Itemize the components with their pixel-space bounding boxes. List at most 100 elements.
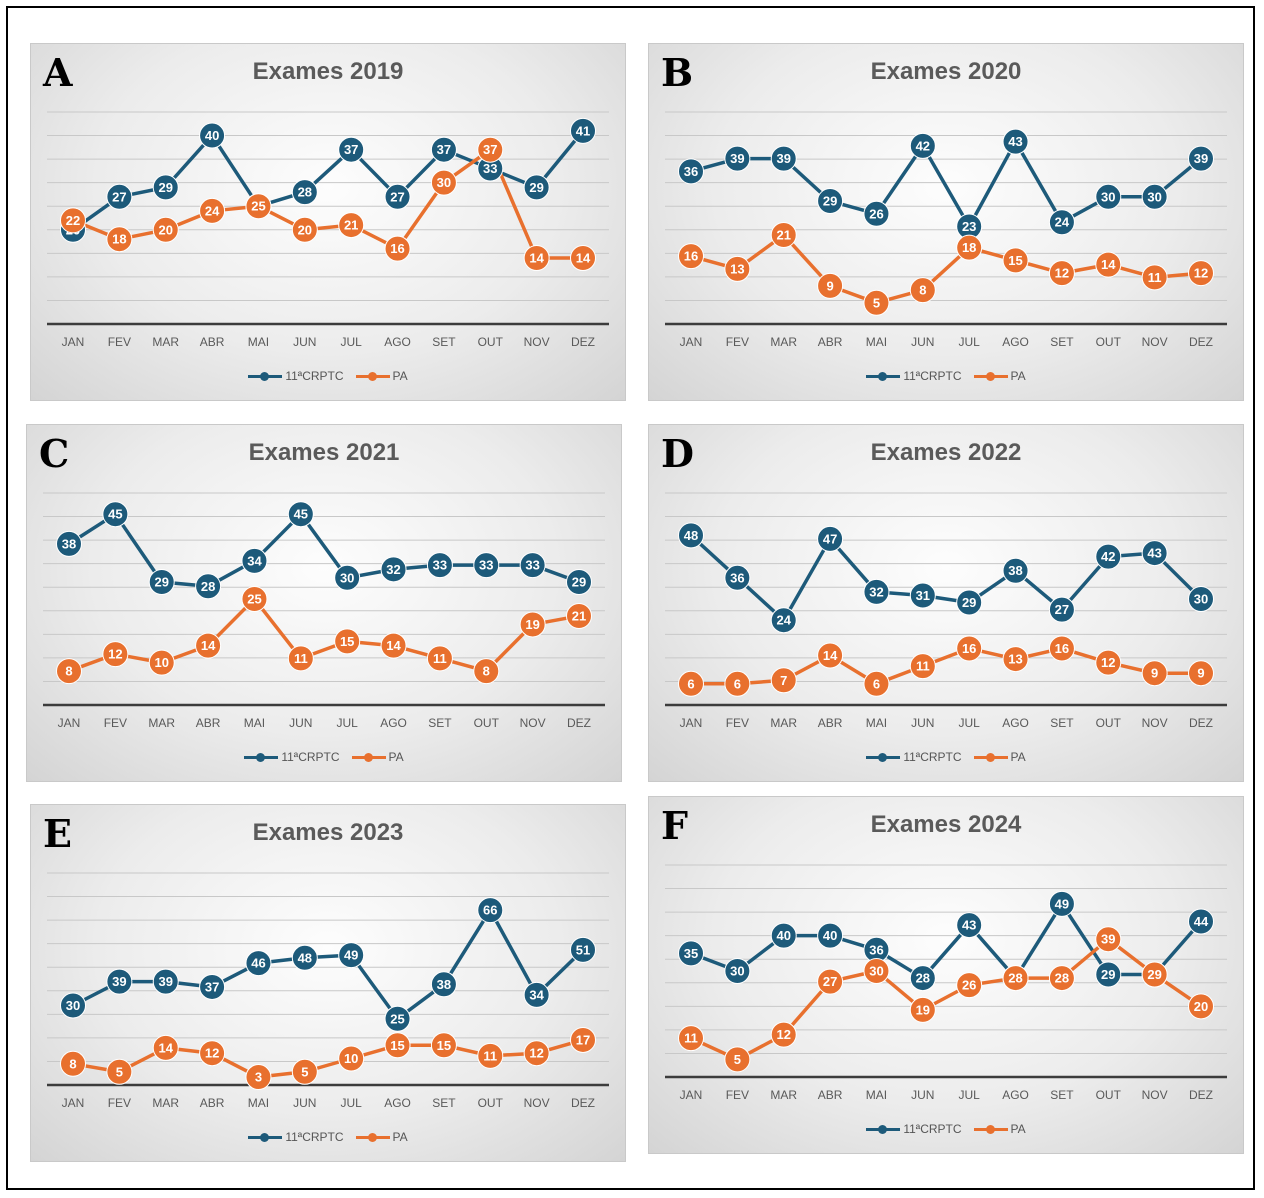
point-marker: [678, 243, 704, 270]
point-marker: [1141, 540, 1168, 567]
x-tick-label: MAR: [770, 716, 797, 730]
x-tick-label: ABR: [818, 335, 843, 349]
point-marker: [1095, 926, 1122, 953]
data-label: 33: [483, 161, 497, 176]
chart-panel-b: B Exames 2020 JAN FEV MAR ABR MAI JUN JUL AGO SET O…: [648, 43, 1244, 401]
data-label: 32: [869, 584, 883, 599]
legend-swatch-icon: [244, 753, 279, 763]
data-point-pa: 22: [60, 207, 86, 234]
data-label: 14: [576, 251, 591, 266]
point-marker: [724, 564, 751, 591]
data-label: 20: [158, 222, 172, 237]
data-point-pa: 16: [1048, 635, 1075, 662]
data-point-crptc: 39: [106, 968, 133, 995]
data-label: 33: [525, 558, 539, 573]
point-marker: [770, 221, 797, 248]
legend-item-crptc: 11ªCRPTC: [248, 1130, 344, 1144]
series-line-pa: [72, 147, 583, 260]
legend-swatch-icon: [248, 372, 283, 382]
data-label: 39: [776, 151, 790, 166]
data-point-crptc: 26: [863, 200, 890, 227]
data-point-crptc: 36: [678, 158, 704, 185]
point-marker: [1048, 209, 1075, 236]
data-label: 8: [65, 664, 72, 679]
data-label: 3: [255, 1070, 262, 1085]
data-label: 17: [576, 1032, 590, 1047]
data-label: 11: [483, 1048, 497, 1063]
data-point-pa: 16: [678, 243, 704, 270]
data-point-crptc: 32: [863, 578, 890, 605]
data-label: 19: [916, 1002, 930, 1017]
data-label: 38: [62, 536, 76, 551]
point-marker: [291, 1058, 318, 1085]
point-marker: [909, 132, 936, 159]
data-point-pa: 11: [909, 653, 936, 680]
data-label: 39: [1101, 932, 1115, 947]
point-marker: [956, 972, 983, 999]
point-marker: [426, 645, 453, 672]
x-tick-label: JAN: [62, 335, 85, 349]
data-label: 30: [1147, 189, 1161, 204]
x-tick-label: JUL: [959, 1088, 981, 1102]
data-point-pa: 37: [477, 136, 504, 163]
x-tick-label: JUN: [911, 335, 934, 349]
data-point-pa: 18: [956, 234, 983, 261]
point-marker: [817, 188, 844, 215]
data-label: 21: [776, 227, 790, 242]
x-tick-label: FEV: [726, 1088, 749, 1102]
x-tick-label: SET: [1050, 335, 1074, 349]
chart-svg: JAN FEV MAR ABR MAI JUN JUL AGO SET OUT NOV DEZ 20 27…: [47, 111, 609, 349]
x-tick-label: FEV: [108, 335, 131, 349]
data-point-crptc: 29: [956, 589, 983, 616]
data-label: 27: [823, 974, 837, 989]
point-marker: [770, 607, 797, 634]
data-point-crptc: 27: [1048, 596, 1075, 623]
point-marker: [199, 197, 226, 224]
point-marker: [770, 145, 797, 172]
legend-item-pa: PA: [973, 750, 1026, 764]
legend-item-crptc: 11ªCRPTC: [866, 369, 962, 383]
data-point-crptc: 30: [334, 564, 361, 591]
data-label: 9: [1197, 666, 1204, 681]
data-label: 43: [1008, 134, 1022, 149]
data-label: 38: [1008, 563, 1022, 578]
data-point-pa: 18: [106, 226, 133, 253]
data-label: 43: [1147, 546, 1161, 561]
data-point-crptc: 66: [477, 897, 504, 924]
point-marker: [909, 277, 936, 304]
point-marker: [1188, 660, 1214, 687]
data-point-crptc: 29: [817, 188, 844, 215]
x-tick-label: ABR: [200, 1096, 225, 1110]
data-label: 33: [479, 558, 493, 573]
data-label: 11: [1148, 270, 1162, 285]
data-label: 12: [776, 1027, 790, 1042]
point-marker: [1141, 660, 1168, 687]
data-label: 14: [158, 1040, 173, 1055]
legend-label: PA: [1010, 1121, 1026, 1136]
series-line-crptc: [690, 902, 1203, 980]
series-line-crptc: [71, 129, 585, 232]
data-point-pa: 5: [106, 1058, 133, 1085]
data-point-pa: 11: [287, 645, 314, 672]
data-point-pa: 14: [817, 642, 844, 669]
data-point-crptc: 51: [570, 936, 596, 963]
x-tick-label: JAN: [58, 716, 81, 730]
point-marker: [770, 922, 797, 949]
data-label: 40: [823, 928, 837, 943]
legend-item-crptc: 11ªCRPTC: [866, 1122, 962, 1136]
legend-swatch-icon: [866, 753, 901, 763]
x-tick-label: JUN: [289, 716, 312, 730]
chart-panel-a: A Exames 2019 JAN FEV MAR ABR MAI JUN JUL AGO SET O…: [30, 43, 626, 401]
data-label: 46: [251, 956, 265, 971]
data-point-pa: 6: [724, 670, 751, 697]
point-marker: [724, 145, 751, 172]
x-tick-label: MAI: [866, 335, 887, 349]
data-label: 12: [1055, 266, 1069, 281]
data-point-pa: 15: [430, 1032, 457, 1059]
point-marker: [770, 1021, 797, 1048]
x-tick-label: JUL: [341, 335, 363, 349]
x-tick-label: MAI: [866, 1088, 887, 1102]
data-point-crptc: 37: [199, 973, 226, 1000]
data-label: 30: [66, 998, 80, 1013]
x-tick-label: FEV: [726, 335, 749, 349]
